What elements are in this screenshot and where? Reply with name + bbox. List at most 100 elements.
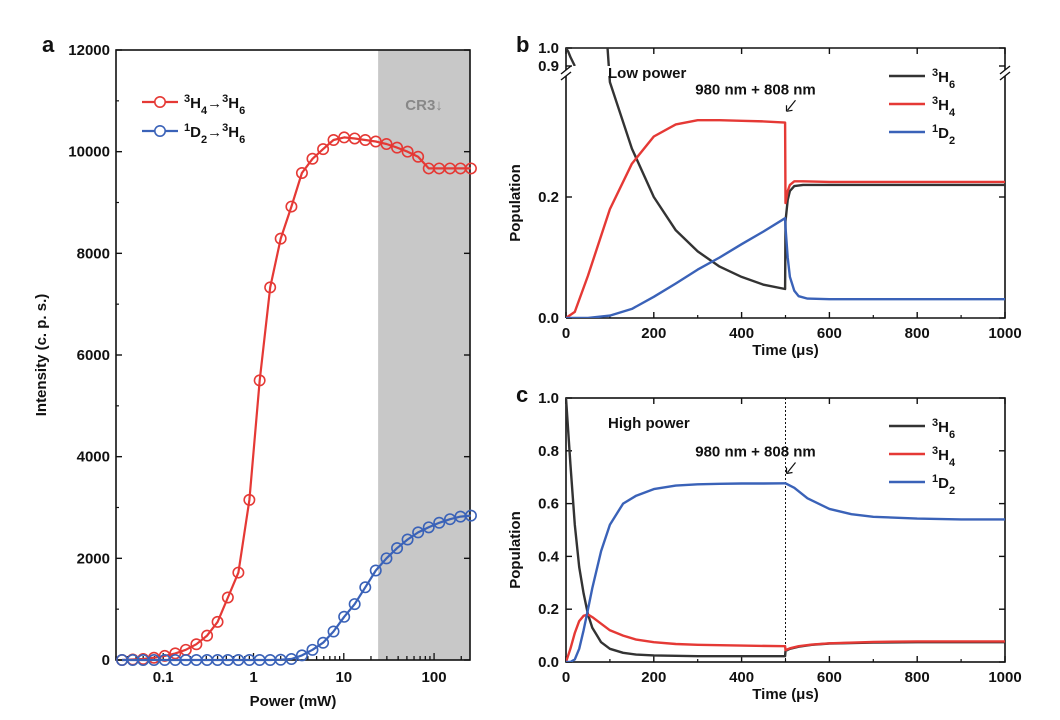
- axis-break-mark-left: [560, 65, 572, 75]
- excitation-label: 980 nm + 808 nm: [695, 81, 815, 98]
- data-point: [412, 526, 425, 539]
- data-point: [380, 138, 393, 151]
- y-tick-label: 12000: [68, 42, 110, 59]
- legend-marker: [154, 125, 167, 138]
- series-line-2: [566, 482, 1005, 662]
- data-point: [243, 493, 256, 506]
- data-point: [401, 533, 414, 546]
- legend-text-part: D: [938, 475, 949, 492]
- excitation-label: 980 nm + 808 nm: [695, 443, 815, 460]
- series-line-2: [566, 217, 1005, 318]
- legend-text-part: H: [190, 95, 201, 112]
- x-tick-label: 600: [817, 669, 842, 686]
- series-line-0: [582, 48, 1005, 291]
- data-point: [359, 581, 372, 594]
- y-tick-label: 8000: [77, 245, 110, 262]
- data-point: [369, 135, 382, 148]
- legend-text-part: H: [938, 69, 949, 86]
- y-tick-label: 0: [102, 652, 110, 669]
- excitation-arrowhead: [785, 467, 793, 475]
- y-tick-label: 0.9: [538, 58, 559, 75]
- data-point: [306, 643, 319, 656]
- y-axis-title: Population: [507, 164, 524, 242]
- legend-text-part: 2: [949, 135, 955, 147]
- legend-marker: [154, 96, 167, 109]
- series-group: [566, 398, 1005, 662]
- data-point: [348, 598, 361, 611]
- x-tick-label: 200: [641, 669, 666, 686]
- condition-label: Low power: [608, 65, 686, 82]
- data-point: [391, 542, 404, 555]
- data-point: [464, 509, 477, 522]
- data-point: [464, 162, 477, 175]
- legend-text-part: →: [207, 124, 222, 141]
- legend-text-part: H: [228, 124, 239, 141]
- chart-c: 0.0 0.2 0.4 0.6 0.8 1.0 0 200 400 600 800 1000 Time …: [507, 382, 1022, 703]
- panel-label-a: a: [42, 32, 55, 57]
- legend-text-part: 3: [932, 417, 938, 429]
- legend-text-part: 4: [949, 457, 956, 469]
- legend-text-part: 1: [184, 122, 190, 134]
- series-group: [566, 48, 1005, 318]
- y-tick-label: 2000: [77, 550, 110, 567]
- data-point: [264, 281, 277, 294]
- shaded-region-label: CR3↓: [405, 97, 443, 114]
- data-point: [221, 591, 234, 604]
- y-tick-label: 0.8: [538, 443, 559, 460]
- y-tick-label: 4000: [77, 449, 110, 466]
- y-tick-label: 0.2: [538, 189, 559, 206]
- legend-text-part: 3: [932, 67, 938, 79]
- x-tick-label: 1000: [988, 669, 1021, 686]
- y-tick-label: 0.6: [538, 496, 559, 513]
- chart-a: CR3↓ 0 2000 4000 6000 8000 10000 12000 0.1 1 10 100…: [33, 32, 477, 710]
- data-point: [317, 636, 330, 649]
- condition-label: High power: [608, 415, 690, 432]
- legend-text-part: D: [938, 125, 949, 142]
- data-point: [317, 143, 330, 156]
- x-tick-label: 400: [729, 669, 754, 686]
- legend-text-part: 3: [222, 122, 228, 134]
- data-point: [274, 232, 287, 245]
- data-point: [327, 133, 340, 146]
- series-line-1: [566, 119, 1005, 318]
- y-axis-title: Population: [507, 511, 524, 589]
- legend-text-part: D: [190, 124, 201, 141]
- y-tick-label: 0.0: [538, 654, 559, 671]
- x-tick-label: 800: [905, 669, 930, 686]
- data-point: [422, 521, 435, 534]
- x-tick-label: 800: [905, 325, 930, 342]
- legend-label: 3H6: [932, 67, 955, 91]
- data-point: [169, 647, 182, 660]
- y-tick-label: 1.0: [538, 40, 559, 57]
- legend-text-part: 1: [932, 473, 938, 485]
- legend-label: 1D2: [932, 473, 955, 497]
- excitation-arrowhead: [785, 105, 793, 112]
- y-tick-label: 0.4: [538, 548, 560, 565]
- data-point: [295, 649, 308, 662]
- legend-text-part: 2: [201, 134, 207, 146]
- legend-label: 1D2→3H6: [184, 122, 245, 146]
- excitation-arrow: [787, 99, 796, 111]
- legend-text-part: 3: [184, 93, 190, 105]
- y-tick-label: 10000: [68, 144, 110, 161]
- series-line-upper-0: [566, 48, 576, 67]
- legend-text-part: 6: [239, 105, 245, 117]
- x-tick-label: 0: [562, 325, 570, 342]
- x-tick-label: 100: [422, 669, 447, 686]
- data-point: [327, 625, 340, 638]
- legend-text-part: 4: [949, 107, 956, 119]
- legend-label: 1D2: [932, 123, 955, 147]
- x-axis-title: Time (μs): [752, 342, 818, 359]
- legend-text-part: 1: [932, 123, 938, 135]
- x-tick-label: 1000: [988, 325, 1021, 342]
- legend-label: 3H4: [932, 445, 956, 469]
- data-point: [285, 200, 298, 213]
- x-axis-title: Time (μs): [752, 686, 818, 703]
- data-point: [433, 516, 446, 529]
- legend-label: 3H4→3H6: [184, 93, 245, 117]
- x-tick-label: 400: [729, 325, 754, 342]
- x-tick-label: 600: [817, 325, 842, 342]
- data-point: [295, 167, 308, 180]
- legend-text-part: →: [207, 95, 222, 112]
